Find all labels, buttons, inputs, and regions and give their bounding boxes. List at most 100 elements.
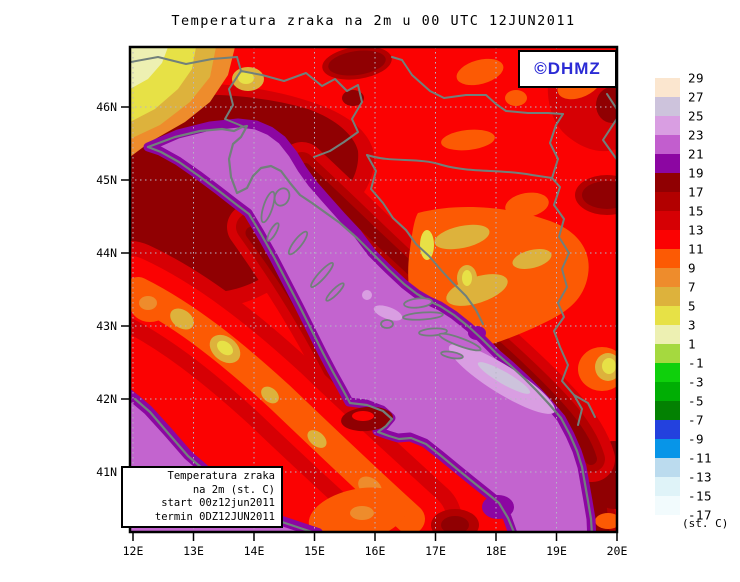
legend-band-swatch: [655, 135, 680, 154]
border-bosnia-east: [366, 154, 583, 426]
lat-tick-label: 45N: [96, 173, 117, 187]
legend-tick-label: 17: [688, 184, 705, 200]
lat-tick-label: 43N: [96, 319, 117, 333]
watermark-label: ©DHMZ: [534, 59, 601, 78]
legend-tick-label: 29: [688, 70, 705, 86]
legend-band-swatch: [655, 306, 680, 325]
islands-layer: [260, 187, 482, 360]
map-frame: [128, 45, 619, 534]
legend-tick-label: 21: [688, 146, 705, 162]
island-brac: [403, 297, 433, 309]
lon-tick-label: 20E: [607, 544, 628, 558]
legend-band-swatch: [655, 249, 680, 268]
legend-tick-label: 7: [688, 279, 697, 295]
puglia-orange-blob: [308, 487, 408, 532]
legend-band-swatch: [655, 268, 680, 287]
legend-band-swatch: [655, 477, 680, 496]
legend-band-swatch: [655, 363, 680, 382]
island-hvar: [402, 311, 444, 321]
island-pag: [287, 230, 309, 256]
legend-band-swatch: [655, 325, 680, 344]
copyright-watermark-box: ©DHMZ: [518, 50, 617, 88]
lon-tick-label: 12E: [123, 544, 144, 558]
lat-tick-label: 46N: [96, 100, 117, 114]
legend-tick-label: -3: [688, 374, 705, 390]
legend-tick-label: 13: [688, 222, 705, 238]
sea-warm-patches: [362, 290, 556, 414]
legend-tick-label: -7: [688, 412, 705, 428]
island-dugi-otok: [310, 261, 334, 289]
island-kornati: [325, 282, 345, 302]
coast-croatia-albania: [146, 124, 593, 532]
legend-band-swatch: [655, 439, 680, 458]
legend-tick-label: 23: [688, 127, 705, 143]
legend-band-swatch: [655, 116, 680, 135]
gargano-patch: [341, 406, 393, 432]
border-croatia-bosnia-west: [366, 154, 484, 325]
legend-tick-label: 19: [688, 165, 705, 181]
lat-tick-label: 41N: [96, 465, 117, 479]
legend-tick-label: -9: [688, 431, 705, 447]
border-montenegro-albania: [573, 394, 596, 418]
legend-band-swatch: [655, 458, 680, 477]
lon-tick-label: 16E: [365, 544, 386, 558]
axis-layer: 46N 45N 44N 43N 42N 41N 12E 13E 14E 15E 16E 17E 18E 1…: [96, 100, 627, 558]
border-hungary-croatia: [391, 56, 564, 115]
lon-tick-label: 17E: [425, 544, 446, 558]
legend-band-swatch: [655, 401, 680, 420]
legend-tick-label: 11: [688, 241, 705, 257]
legend-band-swatch: [655, 382, 680, 401]
island-losinj: [266, 222, 280, 242]
legend-tick-label: -1: [688, 355, 705, 371]
legend-tick-label: -17: [688, 507, 713, 523]
legend-band-swatch: [655, 420, 680, 439]
island-krk: [273, 187, 291, 207]
top-maroon-patches: [322, 47, 392, 106]
legend-tick-label: 1: [688, 336, 697, 352]
legend-tick-label: 15: [688, 203, 705, 219]
gridlines-layer: [130, 47, 617, 532]
lon-tick-label: 19E: [546, 544, 567, 558]
info-line-2: na 2m (st. C): [192, 483, 275, 496]
legend-band-swatch: [655, 230, 680, 249]
border-hungary-serbia: [602, 93, 617, 162]
run-info-box: Temperatura zraka na 2m (st. C) start 00…: [121, 466, 283, 528]
legend-unit-label: (st. C): [682, 517, 729, 530]
island-mljet: [440, 350, 464, 360]
info-line-1: Temperatura zraka: [167, 470, 275, 482]
island-vis: [380, 319, 394, 329]
legend-band-swatch: [655, 173, 680, 192]
lon-tick-label: 15E: [304, 544, 325, 558]
legend-band-swatch: [655, 211, 680, 230]
legend-band-swatch: [655, 496, 680, 515]
legend-tick-label: 25: [688, 108, 705, 124]
legend-tick-label: -5: [688, 393, 705, 409]
border-italy-slovenia: [224, 56, 243, 127]
border-slovenia-croatia: [240, 70, 363, 158]
border-croatia-serbia: [549, 113, 564, 179]
legend-band-swatch: [655, 97, 680, 116]
legend-tick-label: -11: [688, 450, 713, 466]
legend-tick-label: 3: [688, 317, 697, 333]
page-title: Temperatura zraka na 2m u 00 UTC 12JUN20…: [171, 13, 576, 29]
lon-tick-label: 13E: [183, 544, 204, 558]
legend-band-swatch: [655, 287, 680, 306]
lon-tick-label: 18E: [486, 544, 507, 558]
island-cres: [260, 190, 276, 224]
legend-tick-label: 9: [688, 260, 697, 276]
legend-band-swatch: [655, 192, 680, 211]
border-alps: [130, 56, 238, 65]
southeast-hotspot: [578, 347, 617, 391]
legend-band-swatch: [655, 154, 680, 173]
legend-tick-label: -15: [688, 488, 713, 504]
country-borders-layer: [130, 56, 617, 426]
temperature-field-layer: [130, 47, 617, 532]
lat-tick-label: 44N: [96, 246, 117, 260]
peninsula-peljesac: [438, 332, 482, 352]
legend-band-swatch: [655, 78, 680, 97]
legend-tick-label: 27: [688, 89, 705, 105]
lat-tick-label: 42N: [96, 392, 117, 406]
heel-maroon-patch: [431, 509, 479, 532]
